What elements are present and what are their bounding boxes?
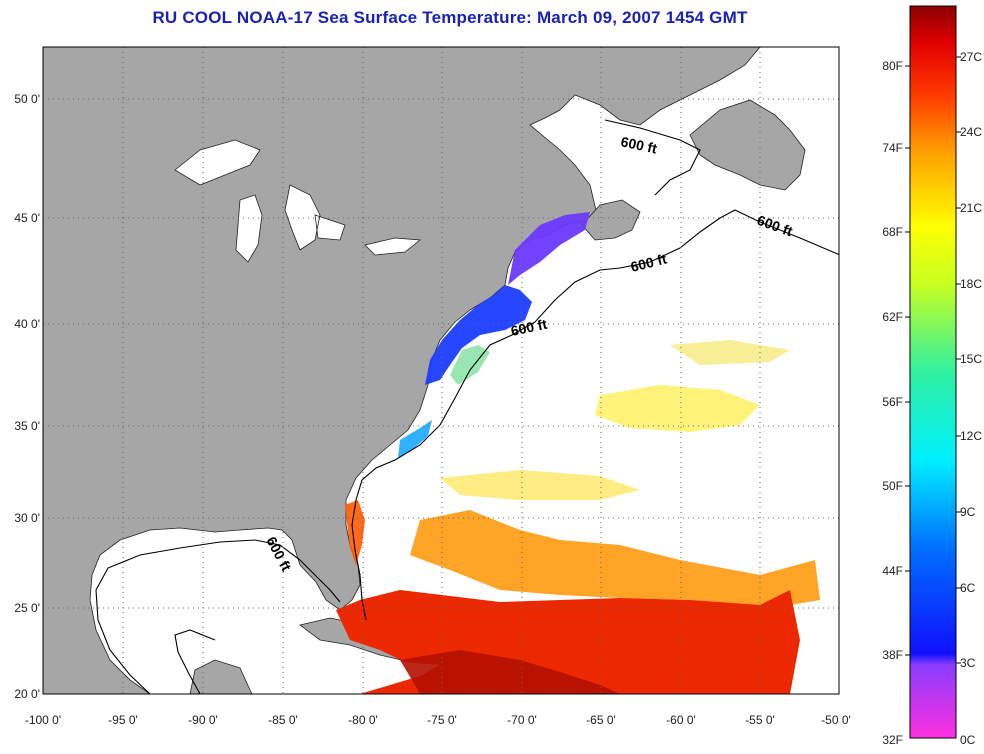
lon-tick-label: -50 0' xyxy=(821,713,851,727)
colorbar-c-label: 0C xyxy=(960,733,976,747)
lon-tick-label: -55 0' xyxy=(745,713,775,727)
colorbar-f-label: 50F xyxy=(882,479,903,493)
colorbar-f-label: 38F xyxy=(882,648,903,662)
colorbar-c-label: 21C xyxy=(960,201,982,215)
lat-tick-label: 30 0' xyxy=(14,511,40,525)
lon-tick-label: -60 0' xyxy=(666,713,696,727)
lat-tick-label: 20 0' xyxy=(14,687,40,701)
sst-cold-shelf xyxy=(425,285,532,385)
colorbar-f-label: 32F xyxy=(882,733,903,747)
lon-tick-label: -90 0' xyxy=(188,713,218,727)
great-lakes xyxy=(174,139,422,263)
colorbar-c-label: 24C xyxy=(960,125,982,139)
lon-tick-label: -95 0' xyxy=(108,713,138,727)
sst-orange-band xyxy=(410,510,820,610)
lon-tick-label: -80 0' xyxy=(348,713,378,727)
land-north-america xyxy=(43,47,761,694)
colorbar-f-label: 68F xyxy=(882,225,903,239)
lon-tick-label: -70 0' xyxy=(507,713,537,727)
sst-yellow-patch xyxy=(595,385,760,432)
contour-label-600ft: 600 ft xyxy=(509,316,548,339)
lat-tick-label: 45 0' xyxy=(14,211,40,225)
lon-tick-label: -65 0' xyxy=(586,713,616,727)
isobath-north xyxy=(604,119,701,196)
colorbar-c-label: 18C xyxy=(960,277,982,291)
map-title: RU COOL NOAA-17 Sea Surface Temperature:… xyxy=(152,8,748,27)
colorbar-f-label: 44F xyxy=(882,564,903,578)
lon-tick-label: -100 0' xyxy=(25,713,61,727)
colorbar xyxy=(909,5,957,739)
sst-dark-red-caribbean xyxy=(400,650,620,694)
lon-tick-label: -75 0' xyxy=(427,713,457,727)
map-frame xyxy=(42,46,840,695)
lat-tick-label: 40 0' xyxy=(14,317,40,331)
colorbar-f-label: 62F xyxy=(882,310,903,324)
colorbar-ticks xyxy=(905,56,961,664)
contour-label-600ft: 600 ft xyxy=(619,133,658,156)
colorbar-c-label: 9C xyxy=(960,505,976,519)
colorbar-c-label: 15C xyxy=(960,352,982,366)
land-yucatan xyxy=(189,659,253,694)
isobath-gulf xyxy=(95,539,341,694)
sst-yellow-patch-3 xyxy=(670,340,790,365)
isobath-atlantic xyxy=(351,209,839,621)
colorbar-f-label: 56F xyxy=(882,395,903,409)
colorbar-c-label: 3C xyxy=(960,656,976,670)
sst-slope-green xyxy=(450,345,490,385)
lat-tick-label: 50 0' xyxy=(14,92,40,106)
colorbar-f-label: 80F xyxy=(882,59,903,73)
land-newfoundland xyxy=(689,99,806,191)
lat-tick-label: 25 0' xyxy=(14,601,40,615)
sst-cold-gulf-of-maine xyxy=(508,212,590,285)
lat-tick-label: 35 0' xyxy=(14,419,40,433)
colorbar-c-label: 27C xyxy=(960,50,982,64)
sst-florida-current xyxy=(345,500,365,565)
lon-tick-label: -85 0' xyxy=(268,713,298,727)
colorbar-c-label: 12C xyxy=(960,429,982,443)
colorbar-c-label: 6C xyxy=(960,581,976,595)
colorbar-f-label: 74F xyxy=(882,141,903,155)
land-cape-breton xyxy=(581,199,641,241)
isobath-gulf-inner xyxy=(174,629,216,694)
sst-slope-cyan xyxy=(398,420,432,458)
sst-yellow-patch-2 xyxy=(440,470,640,500)
